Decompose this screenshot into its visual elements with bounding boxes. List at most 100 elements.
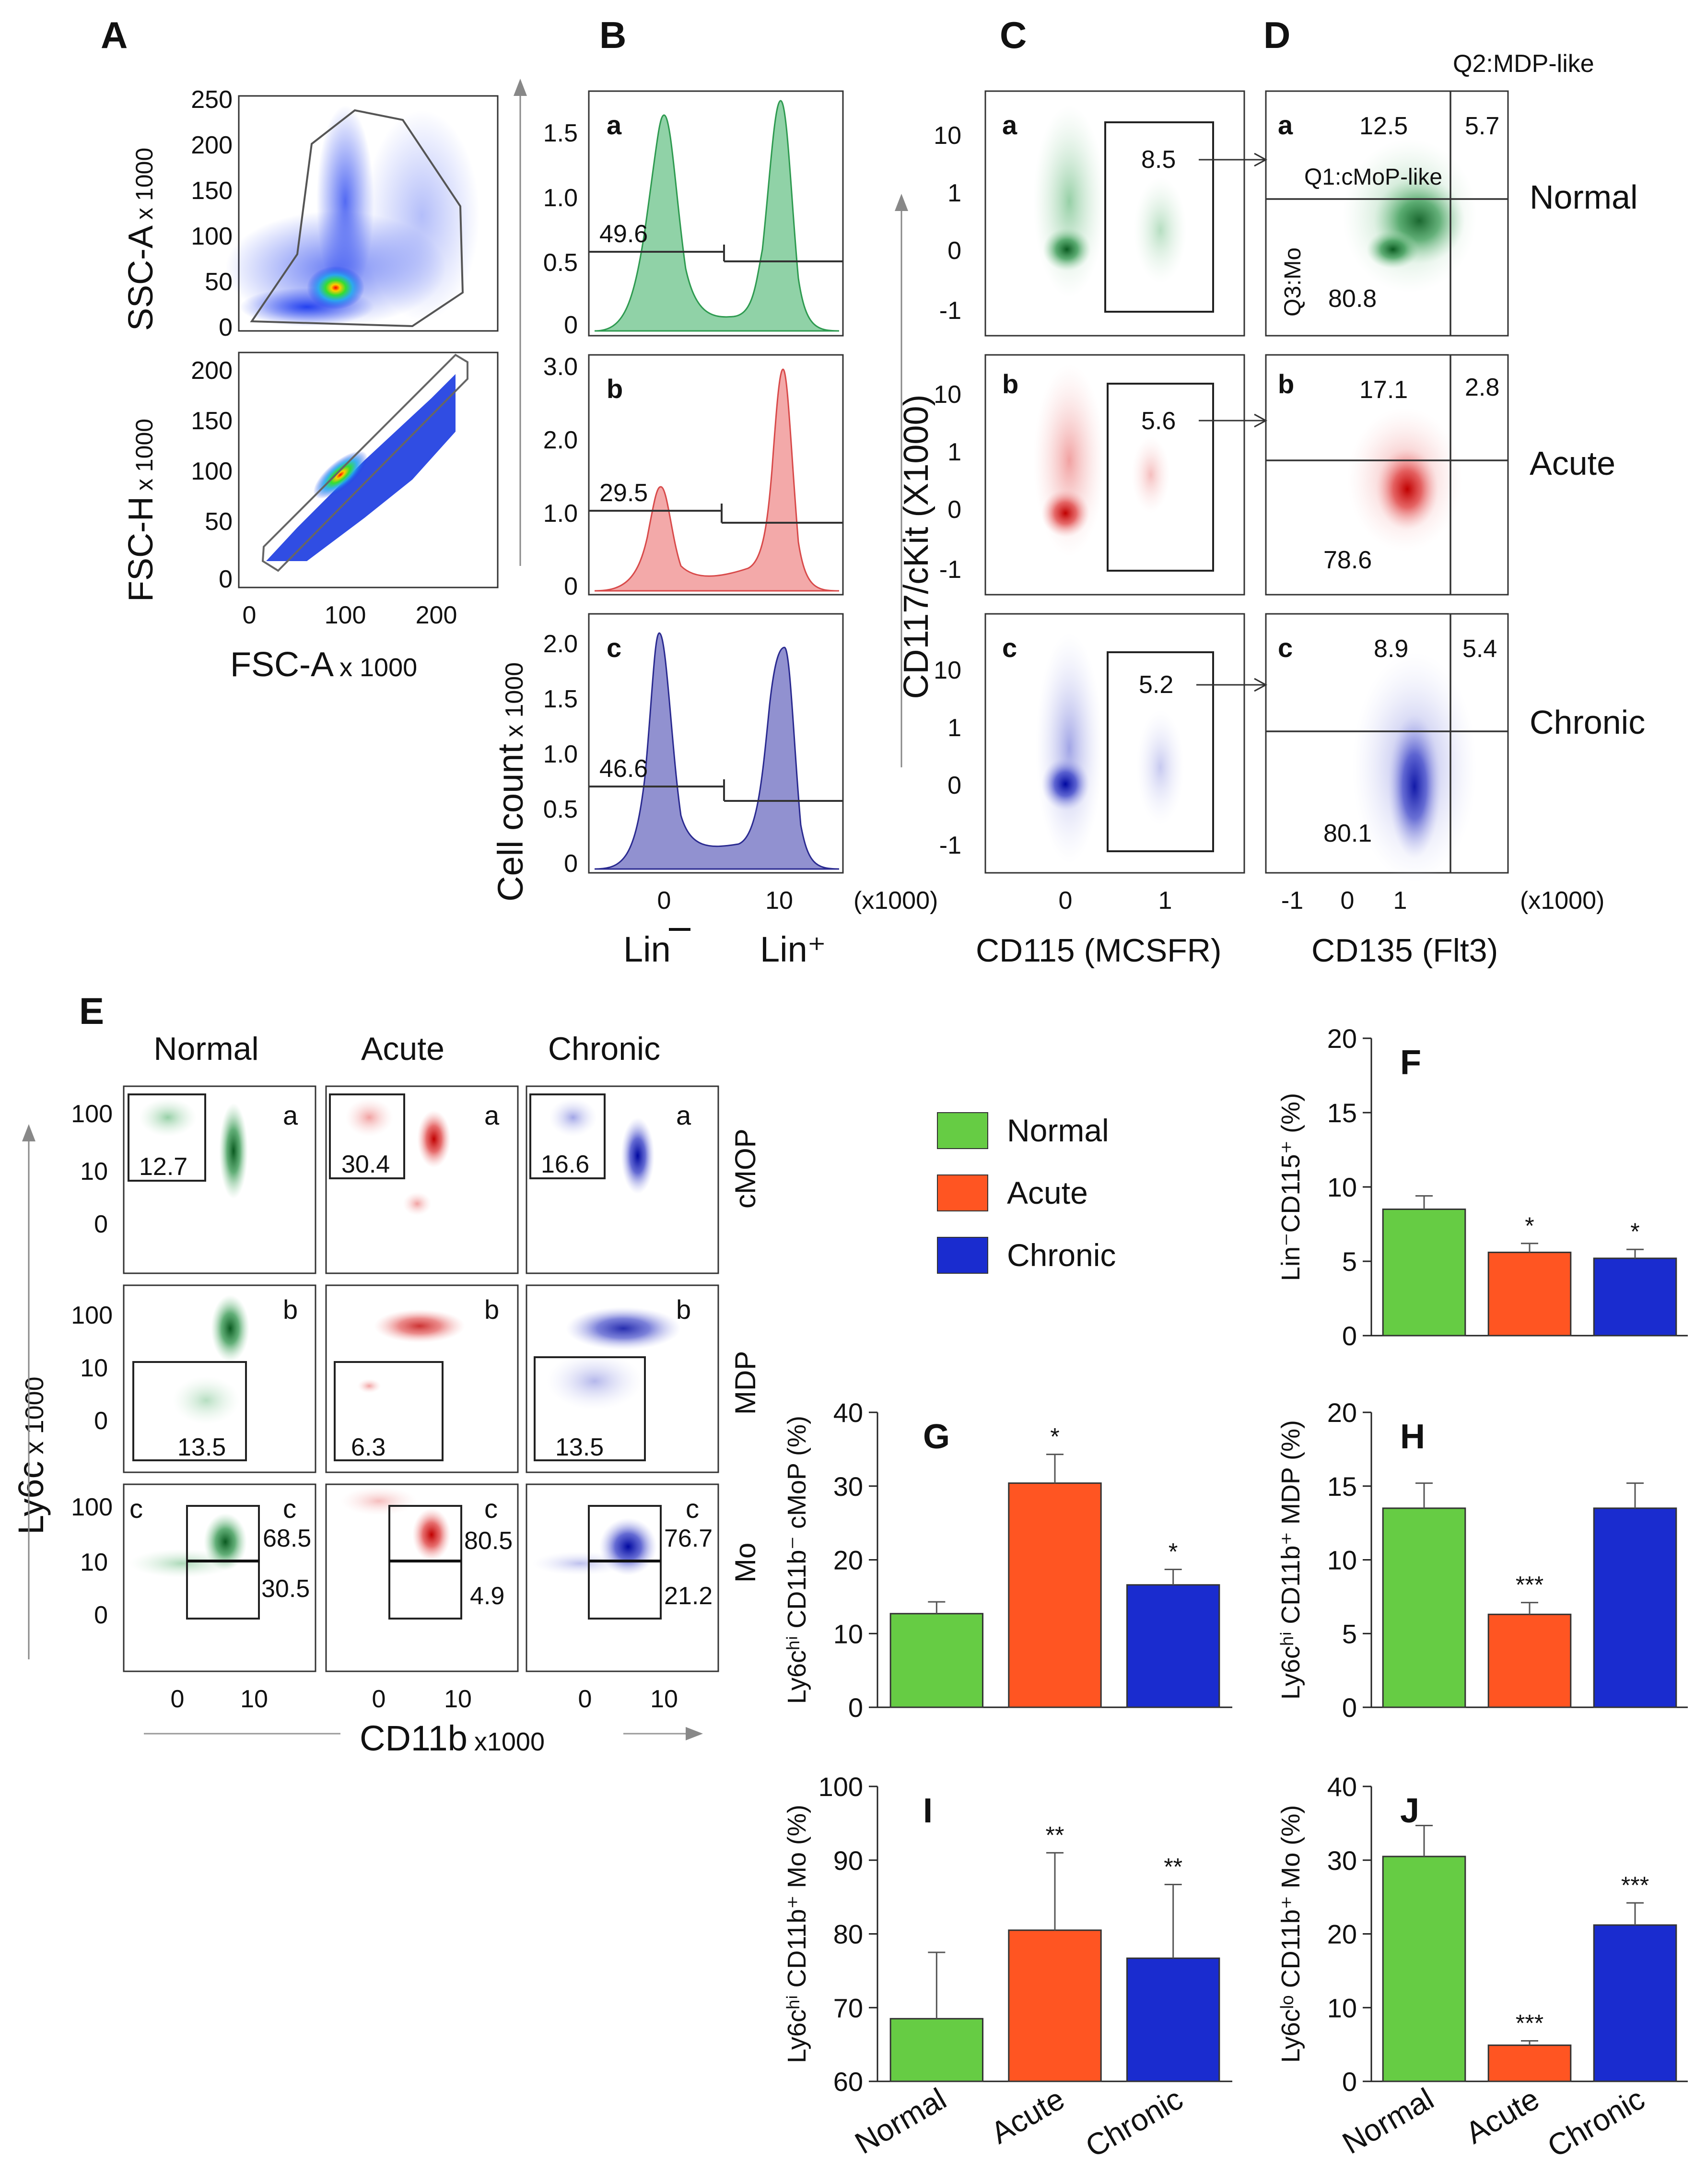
legend-label-normal: Normal [1007, 1113, 1109, 1148]
panel-label-I: I [923, 1792, 933, 1830]
subpanel-letter: a [484, 1100, 500, 1130]
panelC-density-c [1036, 633, 1184, 863]
panelE-gate [529, 1093, 606, 1179]
bar-chart-H: 0 5 10 15 20 H *** Ly6cʰⁱ CD11b⁺ MDP (%) [1276, 1397, 1688, 1723]
significance-marker: * [1169, 1538, 1178, 1565]
legend: Normal Acute Chronic [937, 1112, 1116, 1274]
xlabel-unit: x 1000 [339, 653, 417, 682]
subpanel-letter: a [676, 1100, 691, 1130]
gate-value: 46.6 [599, 755, 648, 783]
y-tick-label: 20 [1327, 1397, 1357, 1428]
panelD-xlabel: CD135 (Flt3) [1311, 932, 1498, 969]
tick: 0 [243, 601, 257, 629]
tick: 0 [578, 1685, 592, 1713]
panelE-col-head: Normal [153, 1031, 258, 1067]
gate-value: 68.5 [263, 1525, 311, 1552]
tick: 10 [80, 1354, 108, 1382]
panel-A: 250 200 150 100 50 0 200 150 100 50 0 0 … [122, 79, 527, 684]
panelC-density-a [1033, 106, 1187, 297]
y-tick-label: 0 [1342, 1321, 1357, 1351]
panelB-hist-a [594, 100, 840, 332]
quadrant-value: 80.8 [1328, 285, 1377, 313]
panelE-gate [128, 1093, 206, 1182]
quadrant-value: 12.5 [1359, 112, 1408, 140]
bar-normal [1382, 1855, 1466, 2082]
y-tick-label: 20 [1327, 1023, 1357, 1054]
subpanel-letter: a [1278, 110, 1293, 140]
significance-marker: * [1525, 1212, 1534, 1239]
significance-marker: ** [1164, 1853, 1182, 1880]
panelE-row-label: Mo [729, 1543, 761, 1583]
gate-value: 49.6 [599, 220, 648, 248]
bar-chronic [1593, 1257, 1677, 1337]
panelC-plot-b [984, 354, 1245, 596]
tick: 150 [191, 177, 233, 205]
y-tick-label: 0 [1342, 2067, 1357, 2097]
legend-swatch-chronic [937, 1237, 988, 1274]
x-category-label: Chronic [1080, 2081, 1189, 2164]
tick: 1.5 [543, 119, 578, 147]
significance-marker: * [1050, 1423, 1059, 1450]
y-axis-label: Ly6cʰⁱ CD11b⁺ MDP (%) [1276, 1420, 1305, 1700]
panelC-yticks: 10 1 0 -1 10 1 0 -1 10 1 0 -1 [934, 122, 961, 859]
tick: 50 [205, 508, 233, 536]
significance-marker: *** [1621, 1872, 1649, 1899]
y-tick-label: 20 [833, 1545, 863, 1575]
panelA-top-yticks: 250 200 150 100 50 0 [191, 86, 233, 341]
ylabel-main: FSC-H [122, 496, 160, 602]
y-tick-label: 100 [818, 1772, 863, 1802]
panelB-x-unit: (x1000) [853, 887, 938, 915]
panelC-plot-a [984, 90, 1245, 337]
legend-label-acute: Acute [1007, 1175, 1088, 1210]
panelA-bottom-ylabel: FSC-H x 1000 [122, 419, 160, 602]
panelE-yticks: 100 10 0 100 10 0 100 10 0 [71, 1100, 113, 1629]
tick: 150 [191, 407, 233, 435]
y-tick-label: 30 [833, 1471, 863, 1502]
panel-label-A: A [101, 14, 128, 56]
gate-value: 13.5 [177, 1433, 226, 1461]
panelD-density-c [1352, 652, 1477, 882]
ylabel-main: SSC-A [122, 225, 160, 331]
ylabel-main: Cell count [491, 743, 530, 902]
subpanel-letter: c [484, 1493, 498, 1524]
gate-value: 8.5 [1141, 146, 1176, 174]
xlabel-main: CD11b [360, 1718, 468, 1758]
panelD-q3-label: Q3:Mo [1280, 247, 1306, 317]
tick: 2.0 [543, 630, 578, 658]
tick: 1.5 [543, 685, 578, 713]
tick: 0 [947, 496, 961, 524]
tick: 0 [1059, 887, 1073, 915]
tick: 10 [80, 1549, 108, 1576]
tick: 1 [1393, 887, 1407, 915]
y-tick-label: 5 [1342, 1246, 1357, 1277]
tick: 10 [650, 1685, 678, 1713]
tick: 0 [947, 772, 961, 799]
tick: 0 [564, 850, 578, 878]
xlabel-main: FSC-A [230, 646, 334, 684]
tick: 10 [934, 657, 961, 684]
panelE-col-head: Chronic [548, 1031, 660, 1067]
panelC-xlabel: CD115 (MCSFR) [976, 932, 1222, 969]
bar-acute [1487, 1251, 1572, 1337]
tick: 10 [934, 381, 961, 409]
tick: 0 [171, 1685, 185, 1713]
significance-marker: *** [1516, 1572, 1543, 1598]
y-tick-label: 40 [1327, 1772, 1357, 1802]
subpanel-letter: c [1278, 633, 1293, 663]
panelE-gate [334, 1361, 444, 1461]
panelE-gate [329, 1093, 405, 1179]
bar-chart-F: 0 5 10 15 20 F * * Lin⁻CD115⁺ (%) [1276, 1023, 1688, 1351]
panel-E: Normal Acute Chronic [11, 1031, 761, 1758]
subpanel-letter: b [607, 374, 623, 404]
panelE-plot-chronic-mo [526, 1483, 719, 1672]
panel-label-J: J [1400, 1792, 1419, 1830]
tick: 0 [947, 237, 961, 265]
gate-value: 6.3 [351, 1433, 386, 1461]
bar-chart-I: 60 70 80 90 100 I Normal ** Acute ** Chronic Ly6cʰⁱ… [783, 1772, 1232, 2164]
y-tick-label: 10 [1327, 1993, 1357, 2023]
tick: 0 [1341, 887, 1355, 915]
quadrant-value: 5.4 [1462, 635, 1497, 663]
panelE-row-label: cMOP [729, 1128, 761, 1209]
subpanel-letter: c [129, 1493, 143, 1524]
